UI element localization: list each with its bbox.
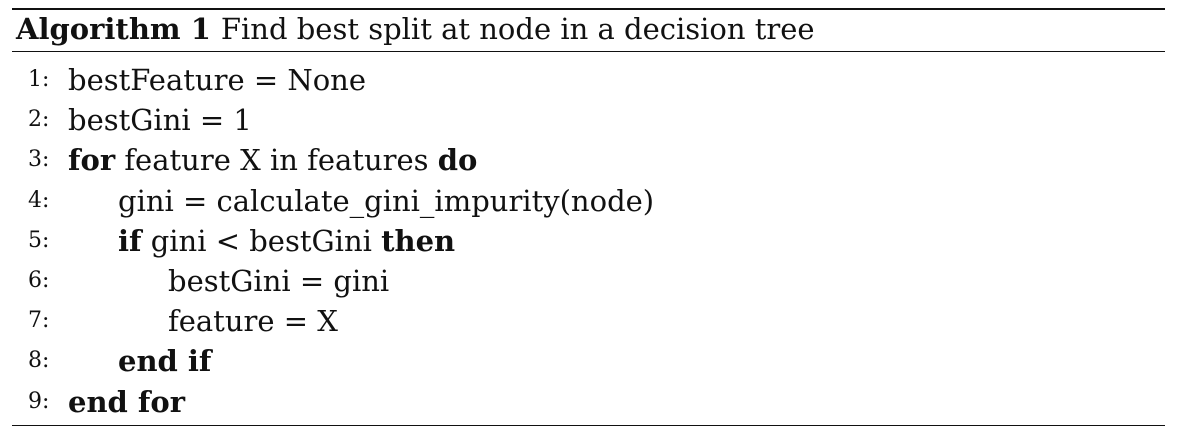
code-text: gini = calculate_gini_impurity(node) [118, 183, 655, 218]
line-number: 4: [28, 187, 50, 213]
line-number: 1: [28, 67, 50, 92]
caption-rule [12, 51, 1165, 52]
keyword-end-if: end if [118, 344, 212, 379]
algorithm-caption: Algorithm 1 Find best split at node in a … [16, 11, 815, 47]
line-number: 8: [28, 348, 50, 374]
line-code: bestFeature = None [68, 60, 366, 100]
code-text: feature = X [168, 304, 338, 339]
algorithm-block: Algorithm 1 Find best split at node in a … [12, 0, 1165, 432]
keyword-end-for: end for [68, 384, 186, 419]
line-number: 6: [28, 267, 50, 293]
line-number: 3: [28, 147, 50, 173]
code-text: bestFeature = None [68, 63, 367, 97]
top-rule [12, 8, 1165, 10]
line-number: 7: [28, 308, 50, 334]
line-code: if gini < bestGini then [118, 221, 455, 261]
line-number: 5: [28, 227, 50, 253]
code-text: bestGini = 1 [68, 103, 252, 138]
line-code: for feature X in features do [68, 140, 477, 180]
algorithm-label: Algorithm 1 [16, 12, 211, 46]
line-code: feature = X [168, 301, 338, 341]
bottom-rule [12, 425, 1165, 426]
keyword-for: for [68, 143, 116, 178]
keyword-if: if [118, 223, 142, 258]
line-code: bestGini = 1 [68, 100, 252, 140]
keyword-then: then [381, 223, 456, 258]
line-code: gini = calculate_gini_impurity(node) [118, 181, 654, 221]
line-code: bestGini = gini [168, 261, 389, 301]
code-text: gini < bestGini [141, 223, 382, 258]
line-code: end if [118, 341, 211, 381]
line-number: 2: [28, 107, 50, 133]
code-text: bestGini = gini [168, 263, 390, 298]
algorithm-title: Find best split at node in a decision tr… [220, 12, 815, 46]
line-code: end for [68, 382, 185, 422]
keyword-do: do [437, 143, 478, 178]
code-text: feature X in features [115, 143, 438, 178]
line-number: 9: [28, 388, 50, 414]
